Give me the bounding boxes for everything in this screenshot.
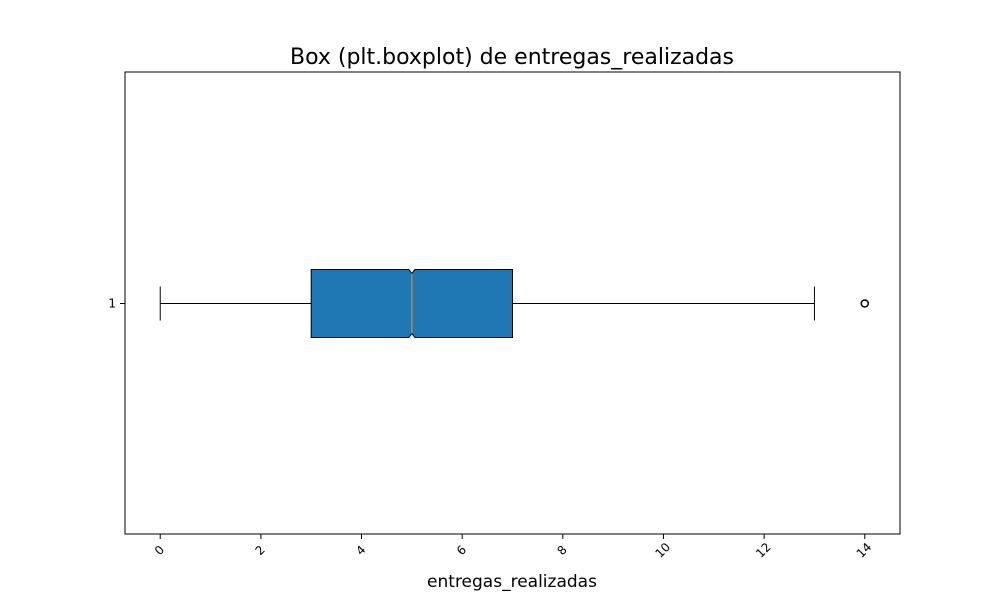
y-axis-ticks: 1	[108, 297, 125, 311]
x-tick-label: 2	[253, 543, 268, 558]
x-tick-label: 10	[652, 540, 673, 561]
x-tick-label: 12	[753, 540, 774, 561]
x-tick-label: 0	[152, 543, 167, 558]
x-tick-label: 8	[554, 543, 569, 558]
chart-marks	[159, 269, 870, 338]
x-axis-ticks: 0 2 4 6 8 10 12 14	[152, 534, 875, 561]
y-tick-label: 1	[108, 297, 116, 311]
x-tick-label: 4	[353, 543, 368, 558]
x-axis-label: entregas_realizadas	[427, 572, 597, 592]
chart-title: Box (plt.boxplot) de entregas_realizadas	[290, 45, 734, 70]
outlier-point	[860, 299, 870, 308]
x-tick-label: 6	[454, 543, 469, 558]
x-tick-label: 14	[854, 540, 875, 561]
